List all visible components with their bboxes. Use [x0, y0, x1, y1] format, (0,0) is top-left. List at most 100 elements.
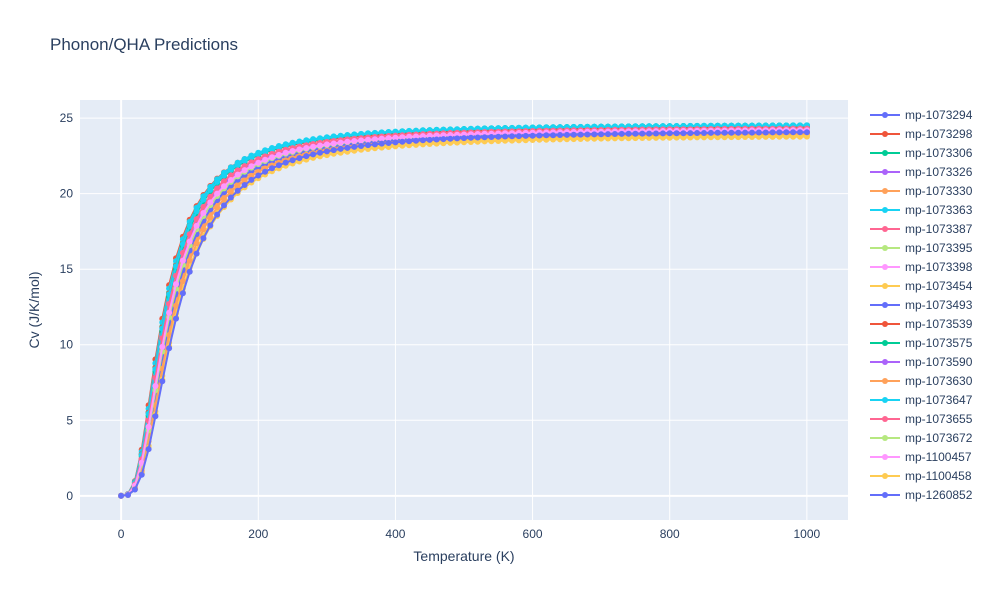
- data-point: [234, 161, 241, 168]
- legend-item[interactable]: mp-1073306: [870, 146, 973, 160]
- legend-item[interactable]: mp-1073575: [870, 336, 973, 350]
- data-point: [659, 130, 666, 137]
- data-point: [680, 130, 687, 137]
- legend[interactable]: mp-1073294 mp-1073298 mp-1073306 mp-1073326…: [870, 108, 973, 502]
- y-tick-label: 20: [60, 187, 74, 201]
- legend-item[interactable]: mp-1100458: [870, 469, 972, 483]
- legend-item[interactable]: mp-1073493: [870, 298, 973, 312]
- legend-item[interactable]: mp-1073630: [870, 374, 973, 388]
- data-point: [275, 151, 282, 158]
- legend-marker: [882, 302, 888, 308]
- x-tick-label: 200: [248, 527, 268, 541]
- data-point: [179, 278, 186, 285]
- data-point: [255, 159, 262, 166]
- legend-item[interactable]: mp-1073398: [870, 260, 973, 274]
- data-point: [529, 132, 536, 139]
- data-point: [659, 134, 666, 141]
- legend-marker: [882, 473, 888, 479]
- data-point: [214, 178, 221, 185]
- data-point: [413, 137, 419, 144]
- data-point: [502, 137, 509, 144]
- legend-item[interactable]: mp-1073294: [870, 108, 973, 122]
- data-point: [173, 315, 179, 322]
- legend-label: mp-1073326: [905, 165, 973, 179]
- data-point: [742, 134, 749, 140]
- legend-item[interactable]: mp-1073298: [870, 127, 973, 141]
- data-point: [138, 459, 145, 466]
- data-point: [248, 163, 255, 170]
- data-point: [591, 135, 598, 142]
- data-point: [282, 142, 289, 149]
- data-point: [563, 131, 570, 138]
- data-point: [365, 142, 371, 149]
- data-point: [522, 137, 529, 144]
- x-tick-label: 400: [385, 527, 405, 541]
- legend-item[interactable]: mp-1073539: [870, 317, 973, 331]
- data-point: [515, 137, 522, 144]
- data-point: [797, 133, 803, 140]
- data-point: [605, 131, 611, 138]
- legend-item[interactable]: mp-1073395: [870, 241, 973, 255]
- legend-item[interactable]: mp-1260852: [870, 488, 973, 502]
- legend-item[interactable]: mp-1073655: [870, 412, 973, 426]
- data-point: [701, 130, 707, 136]
- data-point: [721, 129, 728, 136]
- legend-item[interactable]: mp-1073590: [870, 355, 973, 369]
- series-mp-1260852[interactable]: [118, 129, 810, 499]
- data-point: [687, 130, 694, 137]
- data-point: [118, 492, 125, 499]
- y-tick-label: 15: [60, 262, 74, 276]
- data-point: [488, 134, 495, 140]
- data-point: [221, 183, 227, 190]
- legend-marker: [882, 435, 888, 441]
- data-point: [358, 137, 365, 144]
- data-point: [673, 130, 680, 137]
- data-point: [611, 131, 618, 137]
- data-point: [296, 155, 303, 162]
- legend-marker: [882, 321, 888, 327]
- data-point: [275, 162, 282, 169]
- data-point: [735, 134, 742, 141]
- legend-item[interactable]: mp-1073387: [870, 222, 973, 236]
- data-point: [179, 290, 186, 297]
- legend-marker: [882, 492, 888, 498]
- data-point: [227, 177, 234, 183]
- legend-marker: [882, 340, 888, 346]
- data-point: [269, 154, 275, 161]
- legend-item[interactable]: mp-1073363: [870, 203, 973, 217]
- data-point: [666, 130, 673, 137]
- legend-item[interactable]: mp-1073326: [870, 165, 973, 179]
- data-point: [461, 135, 467, 142]
- data-point: [200, 196, 207, 203]
- data-point: [186, 268, 193, 275]
- legend-item[interactable]: mp-1073330: [870, 184, 973, 198]
- data-point: [234, 187, 241, 194]
- data-point: [193, 208, 200, 215]
- y-axis-label: Cv (J/K/mol): [26, 272, 42, 349]
- data-point: [289, 140, 296, 147]
- legend-label: mp-1073330: [905, 184, 973, 198]
- data-point: [207, 186, 214, 193]
- data-point: [214, 190, 221, 197]
- data-point: [186, 223, 193, 229]
- legend-marker: [882, 264, 888, 270]
- legend-item[interactable]: mp-1073647: [870, 393, 973, 407]
- data-point: [227, 194, 234, 201]
- data-point: [344, 144, 351, 151]
- data-point: [646, 134, 653, 141]
- data-point: [509, 137, 515, 144]
- data-point: [200, 210, 207, 216]
- data-point: [193, 222, 200, 229]
- legend-item[interactable]: mp-1073672: [870, 431, 973, 445]
- data-point: [577, 131, 584, 138]
- series-layer: [118, 122, 810, 499]
- data-point: [145, 423, 152, 430]
- data-point: [790, 133, 797, 140]
- data-point: [413, 141, 419, 148]
- data-point: [529, 137, 536, 143]
- legend-item[interactable]: mp-1073454: [870, 279, 973, 293]
- data-point: [618, 130, 625, 137]
- legend-item[interactable]: mp-1100457: [870, 450, 972, 464]
- legend-label: mp-1100458: [905, 469, 972, 483]
- legend-marker: [882, 150, 888, 156]
